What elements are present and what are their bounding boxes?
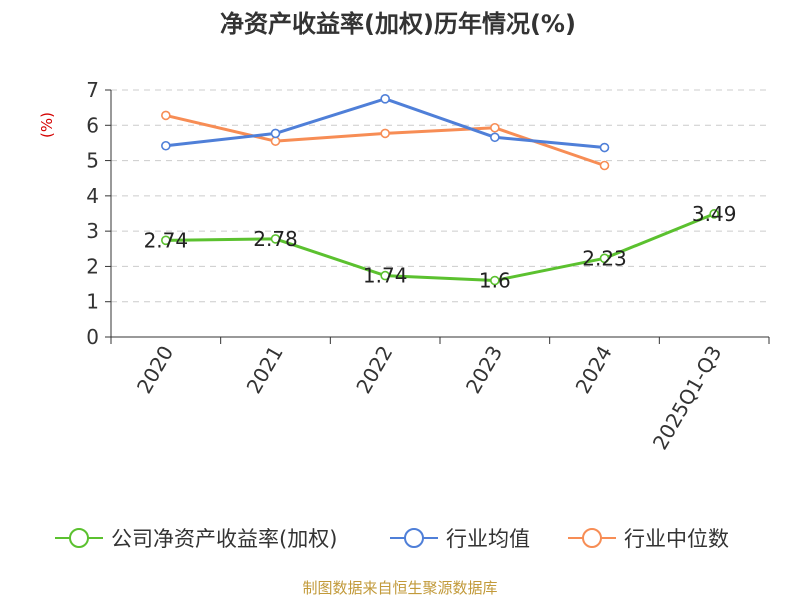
data-labels: 2.74 2.78 1.74 1.6 2.23 3.49: [144, 202, 737, 293]
legend-label: 公司净资产收益率(加权): [111, 527, 337, 551]
data-label: 1.6: [479, 269, 511, 293]
chart-title: 净资产收益率(加权)历年情况(%): [220, 10, 576, 38]
x-tick-label: 2024: [571, 342, 617, 398]
data-point: [490, 275, 500, 286]
data-point: [490, 122, 500, 133]
y-axis-unit-label: (%): [38, 112, 56, 138]
y-tick-label: 3: [86, 219, 99, 243]
data-point: [380, 270, 390, 281]
y-tick-label: 6: [86, 113, 99, 137]
y-tick-label: 2: [86, 254, 99, 278]
legend-marker: [404, 528, 424, 548]
y-tick-label: 7: [86, 78, 99, 102]
legend[interactable]: 公司净资产收益率(加权) 行业均值 行业中位数: [55, 527, 729, 551]
source-note: 制图数据来自恒生聚源数据库: [302, 579, 497, 597]
data-point: [599, 142, 610, 153]
legend-item-1[interactable]: 行业均值: [390, 527, 530, 551]
x-tick-label: 2021: [242, 342, 288, 398]
y-axis-ticks: 0 1 2 3 4 5 6 7: [86, 78, 111, 349]
data-point: [380, 94, 390, 104]
data-label: 2.74: [144, 228, 189, 252]
data-point: [380, 128, 390, 139]
series-0: [161, 209, 719, 286]
data-point: [161, 110, 171, 121]
y-tick-label: 0: [86, 325, 99, 349]
data-point: [599, 253, 610, 264]
series-line: [165, 97, 605, 150]
data-label: 2.78: [253, 227, 298, 251]
data-point: [270, 128, 281, 139]
series-1: [161, 94, 610, 153]
x-tick-label: 2020: [132, 342, 178, 398]
y-tick-label: 4: [86, 184, 99, 208]
legend-marker: [69, 528, 89, 548]
x-tick-label: 2023: [461, 342, 507, 398]
data-label: 1.74: [363, 264, 408, 288]
data-point: [161, 140, 171, 151]
data-point: [161, 235, 171, 246]
x-axis-ticks: 2020 2021 2022 2023 2024 2025Q1-Q3: [110, 337, 770, 454]
legend-item-2[interactable]: 行业中位数: [568, 527, 729, 551]
y-tick-label: 5: [86, 149, 99, 173]
series-lines: [161, 94, 719, 286]
data-label: 2.23: [582, 246, 627, 270]
data-point: [709, 209, 719, 219]
x-tick-label: 2022: [351, 342, 397, 398]
legend-label: 行业均值: [446, 527, 530, 551]
data-point: [270, 136, 281, 146]
data-label: 3.49: [692, 202, 737, 226]
data-point: [599, 160, 610, 171]
y-tick-label: 1: [86, 290, 99, 314]
legend-marker: [582, 528, 602, 548]
data-point: [270, 234, 281, 244]
series-line: [165, 212, 715, 283]
legend-label: 行业中位数: [624, 527, 729, 551]
grid-lines: [111, 89, 769, 303]
data-point: [490, 132, 500, 143]
x-tick-label: 2025Q1-Q3: [648, 342, 727, 454]
legend-item-0[interactable]: 公司净资产收益率(加权): [55, 527, 337, 551]
